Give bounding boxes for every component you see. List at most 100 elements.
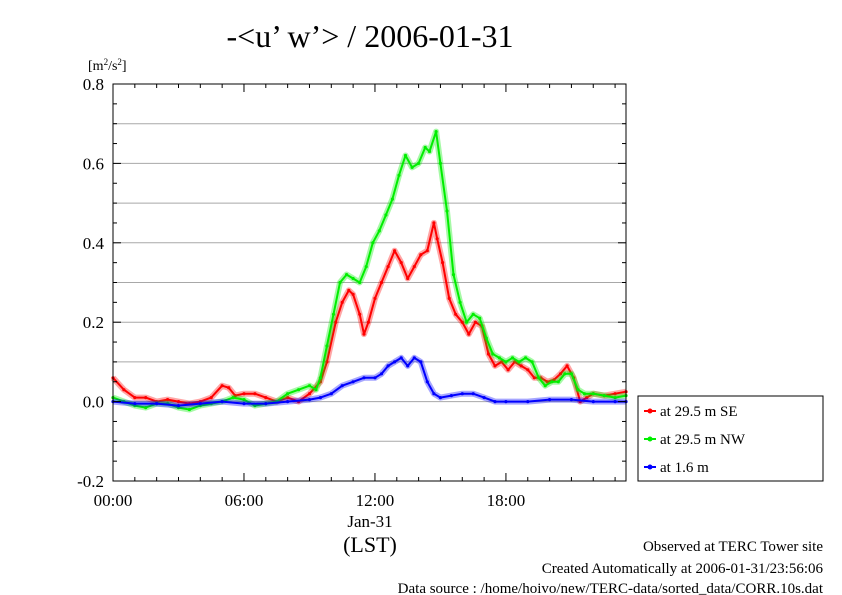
data-point	[318, 376, 322, 380]
data-point	[524, 356, 528, 360]
data-point	[458, 300, 462, 304]
data-point	[390, 197, 394, 201]
data-point	[504, 360, 508, 364]
data-point	[286, 396, 290, 400]
data-point	[504, 400, 508, 404]
data-point	[227, 386, 231, 390]
data-point	[345, 273, 349, 277]
data-point	[176, 404, 181, 408]
legend-label: at 29.5 m SE	[660, 404, 738, 420]
data-point	[340, 300, 344, 304]
legend: at 29.5 m SE at 29.5 m NW at 1.6 m	[637, 395, 824, 482]
data-point	[548, 398, 552, 402]
x-tick-label: 12:00	[356, 491, 395, 510]
data-point	[220, 400, 224, 404]
data-point	[417, 161, 421, 165]
series-2	[111, 128, 628, 413]
data-point	[386, 265, 390, 269]
data-point	[297, 388, 301, 392]
data-point	[331, 312, 336, 316]
data-point	[419, 253, 423, 257]
data-point	[537, 376, 541, 380]
x-axis-label: (LST)	[343, 532, 397, 557]
data-point	[351, 380, 355, 384]
data-point	[307, 392, 312, 396]
data-point	[406, 364, 410, 368]
data-point	[471, 312, 475, 316]
data-point	[242, 402, 246, 406]
data-point	[122, 388, 126, 392]
data-point	[347, 288, 351, 292]
legend-box	[637, 395, 824, 482]
y-tick-label: 0.8	[83, 75, 104, 94]
data-point	[445, 209, 449, 213]
data-point	[307, 384, 312, 388]
x-date-label: Jan-31	[347, 512, 392, 531]
data-point	[602, 394, 606, 398]
data-point	[526, 368, 530, 372]
data-point	[386, 364, 390, 368]
legend-entry: at 1.6 m	[644, 460, 709, 476]
chart-title: -<u’ w’> / 2006-01-31	[227, 18, 514, 54]
data-point	[325, 344, 329, 348]
data-point	[471, 392, 475, 396]
data-point	[438, 396, 442, 400]
data-point	[412, 356, 416, 360]
data-point	[486, 352, 491, 356]
data-point	[565, 364, 569, 368]
footer-site: Observed at TERC Tower site	[643, 539, 823, 555]
data-point	[563, 372, 567, 376]
data-point	[585, 396, 589, 400]
data-point	[362, 376, 366, 380]
footer-source: Data source : /home/hoivo/new/TERC-data/…	[398, 581, 824, 595]
data-point	[340, 384, 344, 388]
data-point	[556, 380, 560, 384]
data-point	[432, 221, 436, 225]
data-point	[351, 276, 355, 281]
data-point	[286, 392, 290, 396]
data-point	[576, 388, 580, 392]
data-point	[358, 312, 362, 316]
legend-entry: at 29.5 m NW	[644, 432, 746, 448]
data-point	[403, 153, 408, 158]
data-point	[460, 320, 464, 324]
legend-label: at 29.5 m NW	[660, 432, 746, 448]
data-point	[233, 394, 237, 398]
data-point	[482, 396, 486, 400]
data-point	[406, 276, 410, 281]
data-point	[399, 261, 403, 265]
series-3	[111, 354, 628, 409]
data-point	[366, 320, 370, 324]
data-point	[253, 392, 257, 396]
data-point	[493, 400, 497, 404]
data-point	[467, 332, 471, 336]
data-point	[591, 392, 595, 396]
data-point	[438, 161, 442, 165]
data-point	[220, 384, 224, 388]
data-point	[425, 380, 429, 384]
data-point	[393, 360, 397, 364]
legend-marker	[647, 408, 653, 414]
legend-marker	[647, 436, 653, 442]
data-point	[264, 402, 268, 406]
x-tick-label: 00:00	[94, 491, 133, 510]
data-point	[530, 360, 534, 364]
data-point	[133, 402, 137, 406]
x-axis: 00:00 06:00 12:00 18:00	[94, 84, 616, 510]
data-point	[373, 296, 377, 300]
data-point	[513, 360, 517, 364]
data-point	[371, 241, 375, 245]
data-point	[242, 392, 246, 396]
data-point	[613, 400, 617, 404]
y-axis-label: [m2/s2]	[88, 57, 127, 74]
data-point	[314, 388, 318, 392]
y-tick-label: 0.6	[83, 154, 104, 173]
data-point	[307, 398, 312, 402]
grid-lines	[113, 83, 626, 482]
data-point	[613, 396, 617, 400]
data-point	[460, 392, 464, 396]
data-point	[399, 356, 403, 360]
data-point	[231, 396, 235, 400]
data-point	[329, 392, 333, 396]
